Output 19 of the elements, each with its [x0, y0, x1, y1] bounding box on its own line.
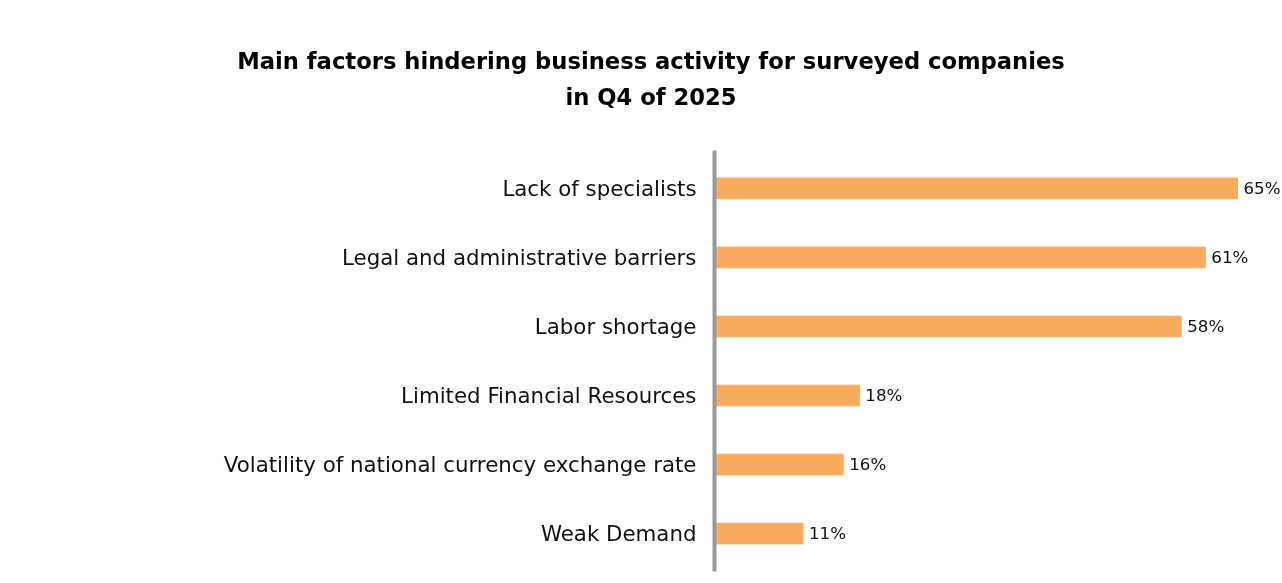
bar — [714, 453, 844, 476]
y-tick-label: Lack of specialists — [502, 175, 697, 201]
y-tick-label: Limited Financial Resources — [401, 383, 697, 409]
bar — [714, 522, 804, 545]
data-label: 61% — [1211, 247, 1249, 267]
bar — [714, 177, 1239, 200]
data-label: 11% — [809, 524, 847, 544]
data-label: 16% — [849, 455, 887, 475]
data-label: 58% — [1187, 316, 1225, 336]
data-label: 18% — [865, 386, 903, 406]
y-tick-label: Labor shortage — [534, 313, 697, 339]
bar — [714, 384, 860, 407]
y-tick-label: Legal and administrative barriers — [342, 244, 697, 270]
y-tick-label: Volatility of national currency exchange rate — [223, 452, 697, 478]
data-label: 65% — [1243, 178, 1281, 198]
chart-title: Main factors hindering business activity for surveyed companies in Q4 of 2025 — [237, 47, 1065, 113]
y-tick-label: Weak Demand — [540, 521, 697, 547]
bar — [714, 246, 1206, 269]
bar — [714, 315, 1182, 338]
